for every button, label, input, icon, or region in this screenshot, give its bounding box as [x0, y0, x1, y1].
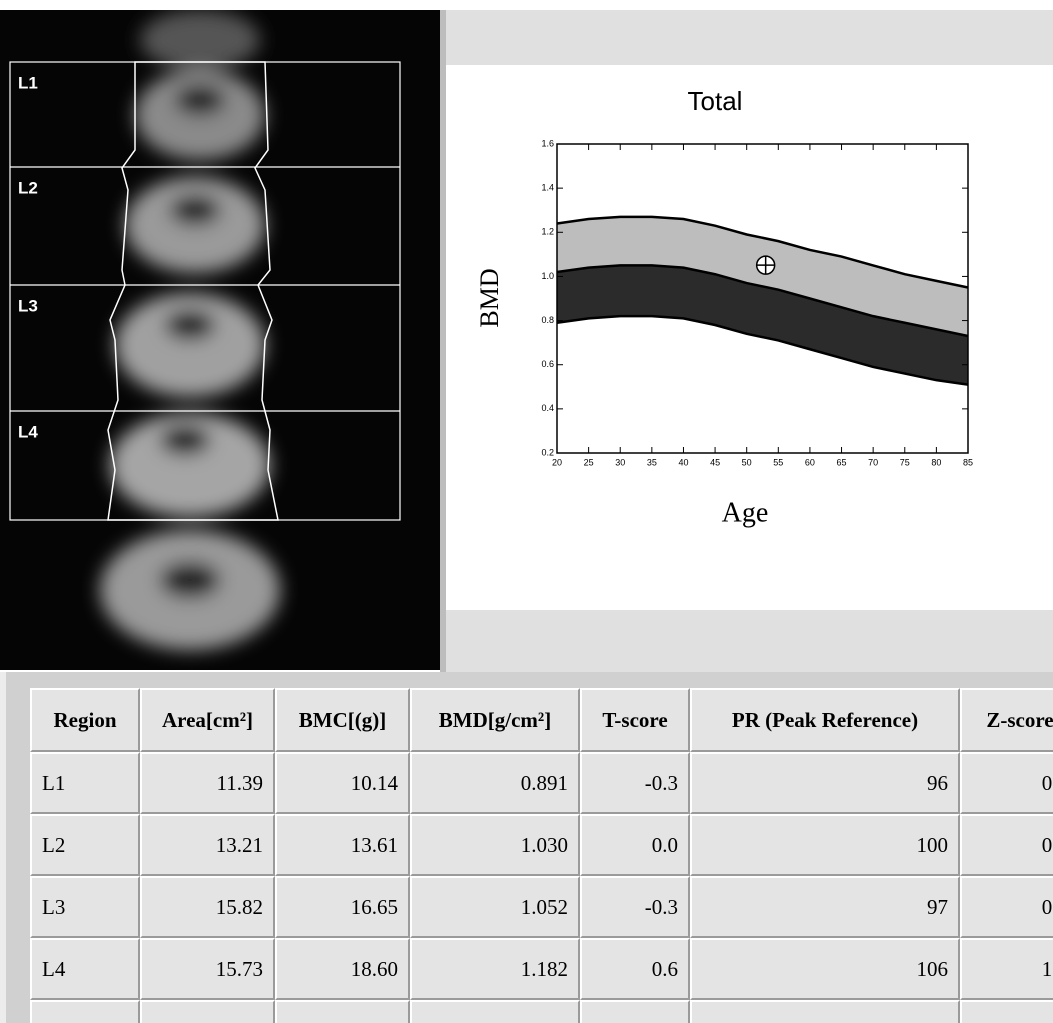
divider	[440, 10, 446, 672]
table-cell: L2	[30, 814, 140, 876]
y-tick-label: 0.2	[541, 447, 554, 457]
header-cell: Area[cm²]	[140, 688, 275, 752]
table-cell: Total	[30, 1000, 140, 1023]
y-tick-label: 0.4	[541, 403, 554, 413]
header-cell: PR (Peak Reference)	[690, 688, 960, 752]
header-cell: BMC[(g)]	[275, 688, 410, 752]
table-cell: -0.3	[580, 752, 690, 814]
table-cell: 15.82	[140, 876, 275, 938]
table-cell: 16.65	[275, 876, 410, 938]
table-cell: 1.182	[410, 938, 580, 1000]
header-cell: T-score	[580, 688, 690, 752]
table-cell: 0.5	[960, 752, 1053, 814]
x-tick-label: 30	[615, 457, 625, 467]
table-cell: 1.030	[410, 814, 580, 876]
table-cell: L1	[30, 752, 140, 814]
table-cell: 18.60	[275, 938, 410, 1000]
table-cell: -0.3	[580, 876, 690, 938]
region-label: L3	[18, 296, 38, 315]
x-tick-label: 60	[805, 457, 815, 467]
x-tick-label: 50	[742, 457, 752, 467]
table-cell: 0.0	[580, 814, 690, 876]
table-cell: 97	[690, 876, 960, 938]
y-tick-label: 1.4	[541, 183, 554, 193]
x-tick-label: 65	[837, 457, 847, 467]
x-axis-label: Age	[722, 497, 769, 528]
region-label: L2	[18, 178, 38, 197]
table-cell: 1.6	[960, 938, 1053, 1000]
y-tick-label: 1.6	[541, 138, 554, 148]
table-cell: 1.051	[410, 1000, 580, 1023]
x-tick-label: 85	[963, 457, 973, 467]
table-cell: 13.21	[140, 814, 275, 876]
x-tick-label: 20	[552, 457, 562, 467]
table-cell: 0.9	[960, 1000, 1053, 1023]
y-tick-label: 0.6	[541, 359, 554, 369]
header-cell: Region	[30, 688, 140, 752]
table-cell: 58.99	[275, 1000, 410, 1023]
x-tick-label: 35	[647, 457, 657, 467]
x-tick-label: 80	[931, 457, 941, 467]
x-tick-label: 70	[868, 457, 878, 467]
table-cell: 96	[690, 752, 960, 814]
patient-marker	[757, 256, 775, 274]
y-tick-label: 1.2	[541, 227, 554, 237]
table-cell: 0.6	[580, 938, 690, 1000]
top-edge	[0, 0, 1053, 10]
table-cell: 15.73	[140, 938, 275, 1000]
table-cell: 13.61	[275, 814, 410, 876]
table-cell: 100	[690, 814, 960, 876]
y-axis-label: BMD	[475, 268, 504, 327]
table-cell: 0.891	[410, 752, 580, 814]
table-cell: L4	[30, 938, 140, 1000]
x-tick-label: 25	[584, 457, 594, 467]
x-tick-label: 75	[900, 457, 910, 467]
table-cell: 56.14	[140, 1000, 275, 1023]
table-cell: 100	[690, 1000, 960, 1023]
table-cell: 0.9	[960, 814, 1053, 876]
table-cell: L3	[30, 876, 140, 938]
viewer: L1 L2 L3 L4 Total Age BMD 0.2 0.4 0.6 0.8 1.…	[0, 0, 1053, 672]
table-cell: 0.6	[960, 876, 1053, 938]
table-cell: 1.052	[410, 876, 580, 938]
region-label: L4	[18, 422, 38, 441]
region-label: L1	[18, 73, 38, 92]
x-tick-label: 40	[678, 457, 688, 467]
y-tick-label: 1.0	[541, 271, 554, 281]
y-tick-label: 0.8	[541, 315, 554, 325]
chart-title: Total	[688, 86, 743, 116]
header-cell: Z-score	[960, 688, 1053, 752]
table-cell: 0.0	[580, 1000, 690, 1023]
page: L1 L2 L3 L4 Total Age BMD 0.2 0.4 0.6 0.8 1.…	[0, 0, 1053, 1023]
table-cell: 10.14	[275, 752, 410, 814]
header-cell: BMD[g/cm²]	[410, 688, 580, 752]
x-tick-label: 45	[710, 457, 720, 467]
table-cell: 106	[690, 938, 960, 1000]
table-cell: 11.39	[140, 752, 275, 814]
x-tick-label: 55	[773, 457, 783, 467]
